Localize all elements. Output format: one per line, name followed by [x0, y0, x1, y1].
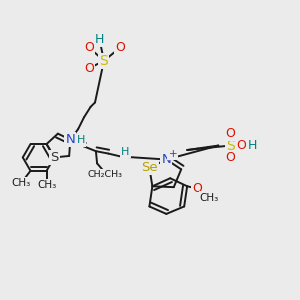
Text: H: H — [95, 33, 104, 46]
Text: O: O — [225, 127, 235, 140]
Text: S: S — [100, 54, 108, 68]
Text: O: O — [84, 41, 94, 54]
Text: CH₃: CH₃ — [11, 178, 30, 188]
Text: H: H — [77, 136, 85, 146]
Text: O: O — [193, 182, 202, 195]
Text: S: S — [226, 139, 235, 152]
Text: Se: Se — [141, 161, 158, 174]
Text: CH₃: CH₃ — [200, 193, 219, 202]
Text: N: N — [161, 153, 171, 166]
Text: H: H — [247, 139, 256, 152]
Text: O: O — [84, 62, 94, 75]
Text: N: N — [65, 133, 75, 146]
Text: CH₂CH₃: CH₂CH₃ — [87, 170, 122, 179]
Text: S: S — [50, 151, 58, 164]
Text: CH₃: CH₃ — [37, 180, 56, 190]
Text: O: O — [225, 151, 235, 164]
Text: O: O — [115, 41, 125, 54]
Text: H: H — [121, 147, 130, 157]
Text: O: O — [237, 139, 247, 152]
Text: +: + — [169, 149, 177, 159]
